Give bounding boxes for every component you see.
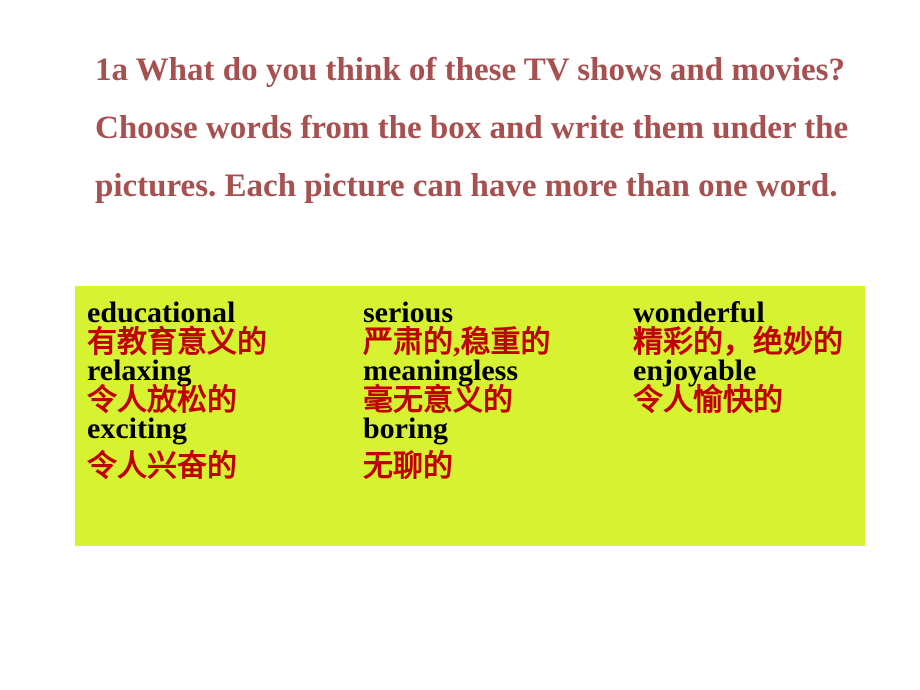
word-zh: 无聊的 (355, 452, 633, 482)
word-row: 令人放松的 毫无意义的 令人愉快的 (75, 386, 865, 416)
word-zh (633, 452, 865, 482)
vocabulary-box: educational serious wonderful 有教育意义的 严肃的… (75, 286, 865, 546)
instruction-text: 1a What do you think of these TV shows a… (95, 42, 885, 215)
word-row: educational serious wonderful (75, 288, 865, 328)
word-row: exciting boring (75, 414, 865, 444)
word-en: boring (355, 414, 633, 444)
word-zh: 令人兴奋的 (75, 452, 355, 482)
word-en: wonderful (633, 298, 865, 328)
word-en: serious (355, 298, 633, 328)
word-en: exciting (75, 414, 355, 444)
word-zh: 令人愉快的 (633, 386, 865, 416)
word-en: enjoyable (633, 356, 865, 386)
word-row: relaxing meaningless enjoyable (75, 356, 865, 386)
word-en (633, 414, 865, 444)
word-en: meaningless (355, 356, 633, 386)
word-en: relaxing (75, 356, 355, 386)
word-en: educational (75, 298, 355, 328)
slide: 1a What do you think of these TV shows a… (0, 0, 920, 690)
word-row: 令人兴奋的 无聊的 (75, 452, 865, 482)
